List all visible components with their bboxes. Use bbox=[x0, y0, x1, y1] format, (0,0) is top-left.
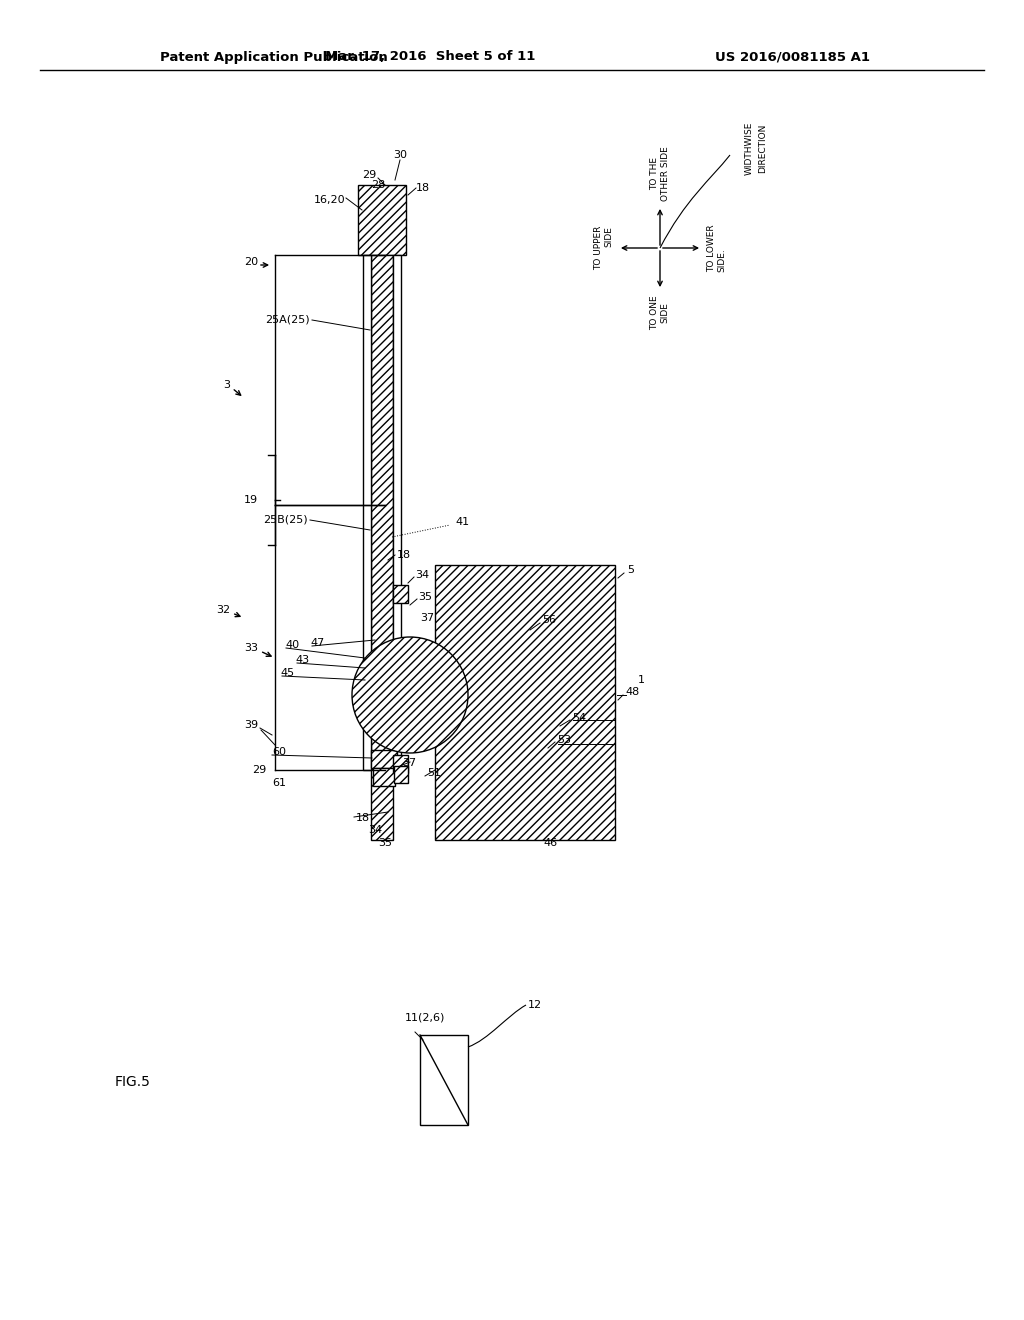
Circle shape bbox=[352, 638, 468, 752]
Text: TO THE
OTHER SIDE: TO THE OTHER SIDE bbox=[650, 147, 670, 201]
Text: 19: 19 bbox=[244, 495, 258, 506]
Bar bbox=[420, 1035, 468, 1125]
Text: TO UPPER
SIDE: TO UPPER SIDE bbox=[594, 226, 613, 271]
Text: 41: 41 bbox=[455, 517, 469, 527]
Text: TO LOWER
SIDE.: TO LOWER SIDE. bbox=[707, 224, 726, 272]
Text: 47: 47 bbox=[310, 638, 325, 648]
Text: 40: 40 bbox=[285, 640, 299, 649]
Text: 18: 18 bbox=[397, 550, 411, 560]
Bar bbox=[393, 755, 408, 774]
Text: 34: 34 bbox=[368, 825, 382, 836]
Bar bbox=[371, 750, 397, 768]
Text: 1: 1 bbox=[638, 675, 645, 685]
Bar bbox=[371, 255, 393, 840]
Text: 35: 35 bbox=[418, 591, 432, 602]
Text: 11(2,6): 11(2,6) bbox=[404, 1012, 445, 1022]
Text: 29: 29 bbox=[361, 170, 376, 180]
Text: 3: 3 bbox=[223, 380, 230, 389]
Text: 53: 53 bbox=[557, 735, 571, 744]
Text: 18: 18 bbox=[416, 183, 430, 193]
Text: 25A(25): 25A(25) bbox=[265, 315, 310, 325]
Text: 34: 34 bbox=[415, 570, 429, 579]
Bar bbox=[393, 255, 401, 770]
Bar bbox=[435, 565, 615, 840]
Text: 51: 51 bbox=[427, 768, 441, 777]
Text: 43: 43 bbox=[295, 655, 309, 665]
Text: 18: 18 bbox=[356, 813, 370, 822]
Bar bbox=[393, 585, 408, 603]
Text: 20: 20 bbox=[244, 257, 258, 267]
Text: 28: 28 bbox=[371, 180, 385, 190]
Text: 29: 29 bbox=[252, 766, 266, 775]
Bar bbox=[362, 255, 371, 770]
Text: 12: 12 bbox=[528, 1001, 542, 1010]
Text: Patent Application Publication: Patent Application Publication bbox=[160, 50, 388, 63]
Text: 16,20: 16,20 bbox=[313, 195, 345, 205]
Text: 33: 33 bbox=[244, 643, 258, 653]
Text: 37: 37 bbox=[402, 758, 416, 768]
Text: US 2016/0081185 A1: US 2016/0081185 A1 bbox=[715, 50, 870, 63]
Text: DIRECTION: DIRECTION bbox=[758, 123, 767, 173]
Text: 25B(25): 25B(25) bbox=[263, 515, 308, 525]
Text: 56: 56 bbox=[542, 615, 556, 624]
Text: 46: 46 bbox=[543, 838, 557, 847]
Text: 54: 54 bbox=[572, 713, 586, 723]
Text: 30: 30 bbox=[393, 150, 407, 160]
Text: 37: 37 bbox=[420, 612, 434, 623]
Text: 5: 5 bbox=[627, 565, 634, 576]
Text: 61: 61 bbox=[272, 777, 286, 788]
Text: FIG.5: FIG.5 bbox=[115, 1074, 151, 1089]
Bar bbox=[373, 768, 395, 785]
Text: Mar. 17, 2016  Sheet 5 of 11: Mar. 17, 2016 Sheet 5 of 11 bbox=[325, 50, 536, 63]
Text: WIDTHWISE: WIDTHWISE bbox=[745, 121, 754, 174]
Bar bbox=[394, 766, 408, 783]
Text: 32: 32 bbox=[216, 605, 230, 615]
Text: TO ONE
SIDE: TO ONE SIDE bbox=[650, 294, 670, 330]
Bar bbox=[358, 185, 406, 255]
Text: 45: 45 bbox=[280, 668, 294, 678]
Text: 39: 39 bbox=[244, 719, 258, 730]
Text: 60: 60 bbox=[272, 747, 286, 756]
Text: 48: 48 bbox=[625, 686, 639, 697]
Text: 35: 35 bbox=[378, 838, 392, 847]
